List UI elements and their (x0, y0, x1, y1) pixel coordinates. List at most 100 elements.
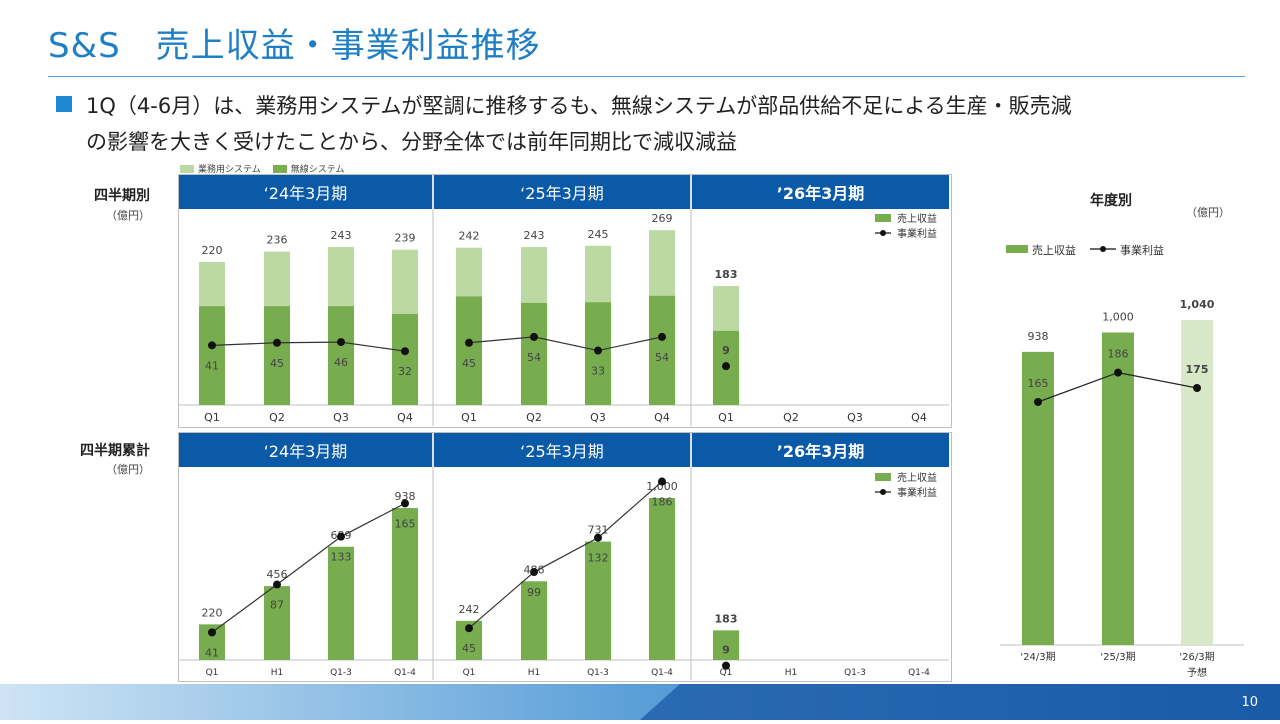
x-tick-label: Q3 (333, 411, 349, 424)
profit-label: 87 (270, 599, 284, 612)
footer-graphic (0, 684, 1280, 720)
profit-label: 41 (205, 646, 219, 659)
profit-line (468, 336, 663, 352)
revenue-label: 242 (459, 230, 480, 243)
bar-wireless (456, 296, 482, 405)
x-tick-label: Q1-4 (651, 668, 673, 678)
x-tick-label: Q4 (911, 411, 927, 424)
profit-point (401, 347, 409, 356)
annual-bar (1022, 351, 1054, 645)
annual-profit-label: 186 (1108, 348, 1129, 361)
profit-point (594, 346, 602, 355)
cumulative-unit: （億円） (106, 463, 150, 476)
x-tick-label: Q4 (397, 411, 413, 424)
profit-point (594, 533, 602, 542)
bar-revenue (328, 546, 354, 660)
profit-label: 45 (462, 357, 476, 370)
x-tick-label: Q3 (847, 411, 863, 424)
revenue-label: 183 (715, 612, 738, 625)
summary-line-2: の影響を大きく受けたことから、分野全体では前年同期比で減収減益 (86, 130, 737, 154)
cumulative-frame (178, 432, 952, 682)
bar-wireless (649, 295, 675, 405)
annual-profit-label: 165 (1028, 377, 1049, 390)
profit-line (468, 481, 663, 629)
profit-point (658, 477, 666, 486)
c-header-fy25: ‘25年3月期 (434, 433, 690, 467)
annual-profit-point (1114, 368, 1122, 377)
bullet-square-icon (56, 96, 72, 112)
annual-bar (1181, 320, 1213, 645)
quarterly-label: 四半期別 (94, 188, 150, 204)
bar-wireless (521, 302, 547, 405)
bar-wireless (392, 314, 418, 405)
revenue-label: 938 (395, 490, 416, 503)
x-tick-label: Q2 (783, 411, 799, 424)
revenue-label: 183 (715, 268, 738, 281)
profit-point (530, 332, 538, 341)
bar-revenue (649, 498, 675, 660)
bar-wireless (199, 306, 225, 405)
q-header-fy25: ‘25年3月期 (434, 175, 690, 209)
bar-revenue (713, 630, 739, 660)
profit-label: 45 (270, 357, 284, 370)
profit-label: 99 (527, 586, 541, 599)
revenue-label: 1,000 (646, 480, 678, 493)
profit-point (337, 338, 345, 347)
x-tick-label: Q1 (463, 668, 476, 678)
wireless-swatch (272, 164, 287, 173)
q-header-fy26: ’26年3月期 (692, 175, 949, 209)
profit-label: 165 (395, 517, 416, 530)
annual-title: 年度別 (1090, 193, 1132, 209)
x-tick-label: Q1-3 (587, 668, 609, 678)
revenue-label: 242 (459, 603, 480, 616)
profit-label: 32 (398, 365, 412, 378)
annual-x-label: '24/3期 (1020, 651, 1055, 663)
annual-legend-revenue-swatch (1006, 245, 1028, 253)
legend-profit: 事業利益 (897, 486, 937, 499)
x-tick-label: Q2 (526, 411, 542, 424)
title-divider (48, 76, 1245, 77)
x-tick-label: Q1 (204, 411, 220, 424)
profit-point (465, 338, 473, 347)
quarterly-unit: （億円） (106, 209, 150, 222)
revenue-label: 243 (331, 229, 352, 242)
x-tick-label: Q1 (720, 668, 733, 678)
profit-label: 9 (722, 644, 730, 657)
bar-revenue (585, 541, 611, 660)
profit-line (211, 341, 406, 352)
annual-profit-point (1193, 384, 1201, 392)
quarterly-frame (178, 174, 952, 428)
business-swatch (180, 164, 194, 173)
revenue-label: 243 (524, 229, 545, 242)
profit-label: 132 (588, 552, 609, 565)
profit-point (337, 532, 345, 541)
revenue-label: 269 (652, 212, 673, 225)
profit-label: 33 (591, 365, 605, 378)
summary-line-1: 1Q（4-6月）は、業務用システムが堅調に推移するも、無線システムが部品供給不足… (86, 94, 1072, 118)
profit-point (273, 338, 281, 347)
page-number: 10 (1241, 695, 1258, 710)
revenue-label: 220 (202, 606, 223, 619)
bar-wireless (328, 306, 354, 405)
bar-revenue (392, 508, 418, 660)
c-header-fy26: ’26年3月期 (692, 433, 949, 467)
profit-point (530, 568, 538, 577)
annual-x-label: '26/3期 (1179, 651, 1214, 663)
profit-point (208, 341, 216, 350)
bar-revenue (264, 586, 290, 660)
profit-point (401, 499, 409, 508)
annual-bar (1102, 332, 1134, 645)
profit-label: 54 (527, 351, 541, 364)
page-title: S&S 売上収益・事業利益推移 (48, 26, 541, 66)
revenue-label: 245 (588, 228, 609, 241)
revenue-label: 456 (267, 568, 288, 581)
legend-profit-dot (880, 230, 886, 236)
annual-legend-revenue: 売上収益 (1032, 243, 1076, 257)
profit-label: 133 (331, 551, 352, 564)
summary-text: 1Q（4-6月）は、業務用システムが堅調に推移するも、無線システムが部品供給不足… (86, 88, 1072, 160)
profit-label: 46 (334, 356, 348, 369)
x-tick-label: H1 (785, 668, 798, 678)
annual-profit-label: 175 (1186, 363, 1209, 376)
revenue-label: 220 (202, 244, 223, 257)
